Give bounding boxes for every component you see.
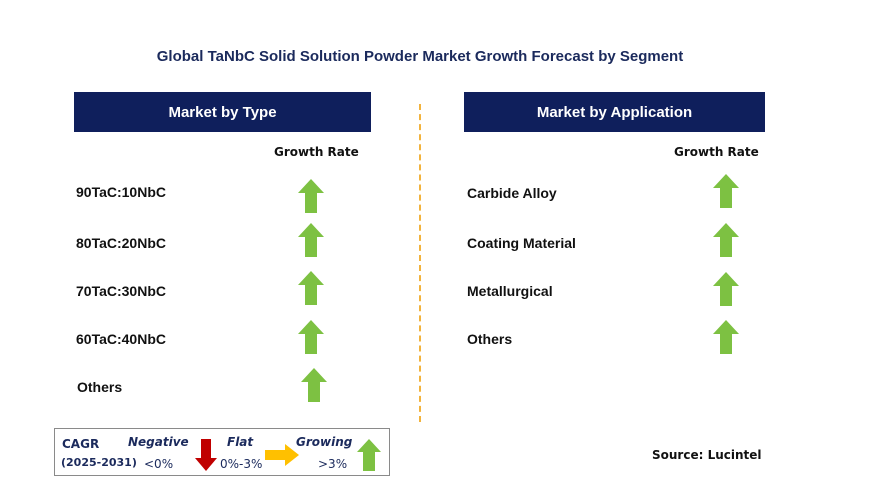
legend-flat-label: Flat [227,435,254,449]
source-label: Source: Lucintel [652,448,762,462]
up-arrow-icon [713,223,739,257]
down-arrow-icon [195,439,217,471]
legend-period-label: (2025-2031) [61,456,137,469]
application-row-label: Metallurgical [467,283,553,299]
market-by-type-header: Market by Type [74,92,371,132]
type-growth-rate-label: Growth Rate [274,145,359,159]
up-arrow-icon [298,223,324,257]
legend-negative-label: Negative [128,435,189,449]
type-row-label: 80TaC:20NbC [76,235,166,251]
up-arrow-icon [298,271,324,305]
up-arrow-icon [301,368,327,402]
application-growth-rate-label: Growth Rate [674,145,759,159]
cagr-legend: CAGR (2025-2031) Negative <0% Flat 0%-3%… [54,428,390,476]
up-arrow-icon [298,179,324,213]
right-arrow-icon [265,444,299,466]
chart-title: Global TaNbC Solid Solution Powder Marke… [156,48,684,65]
legend-negative-range: <0% [144,457,174,471]
application-row-label: Coating Material [467,235,576,251]
type-row-label: 70TaC:30NbC [76,283,166,299]
legend-growing-range: >3% [318,457,348,471]
up-arrow-icon [298,320,324,354]
panel-divider [419,104,421,422]
application-row-label: Carbide Alloy [467,185,557,201]
up-arrow-icon [357,439,381,471]
legend-cagr-label: CAGR [62,437,100,451]
type-row-label: 60TaC:40NbC [76,331,166,347]
legend-flat-range: 0%-3% [220,457,263,471]
application-row-label: Others [467,331,513,347]
up-arrow-icon [713,320,739,354]
up-arrow-icon [713,272,739,306]
legend-growing-label: Growing [296,435,353,449]
type-row-label: 90TaC:10NbC [76,184,166,200]
market-by-application-header: Market by Application [464,92,765,132]
type-row-label: Others [77,379,123,395]
up-arrow-icon [713,174,739,208]
